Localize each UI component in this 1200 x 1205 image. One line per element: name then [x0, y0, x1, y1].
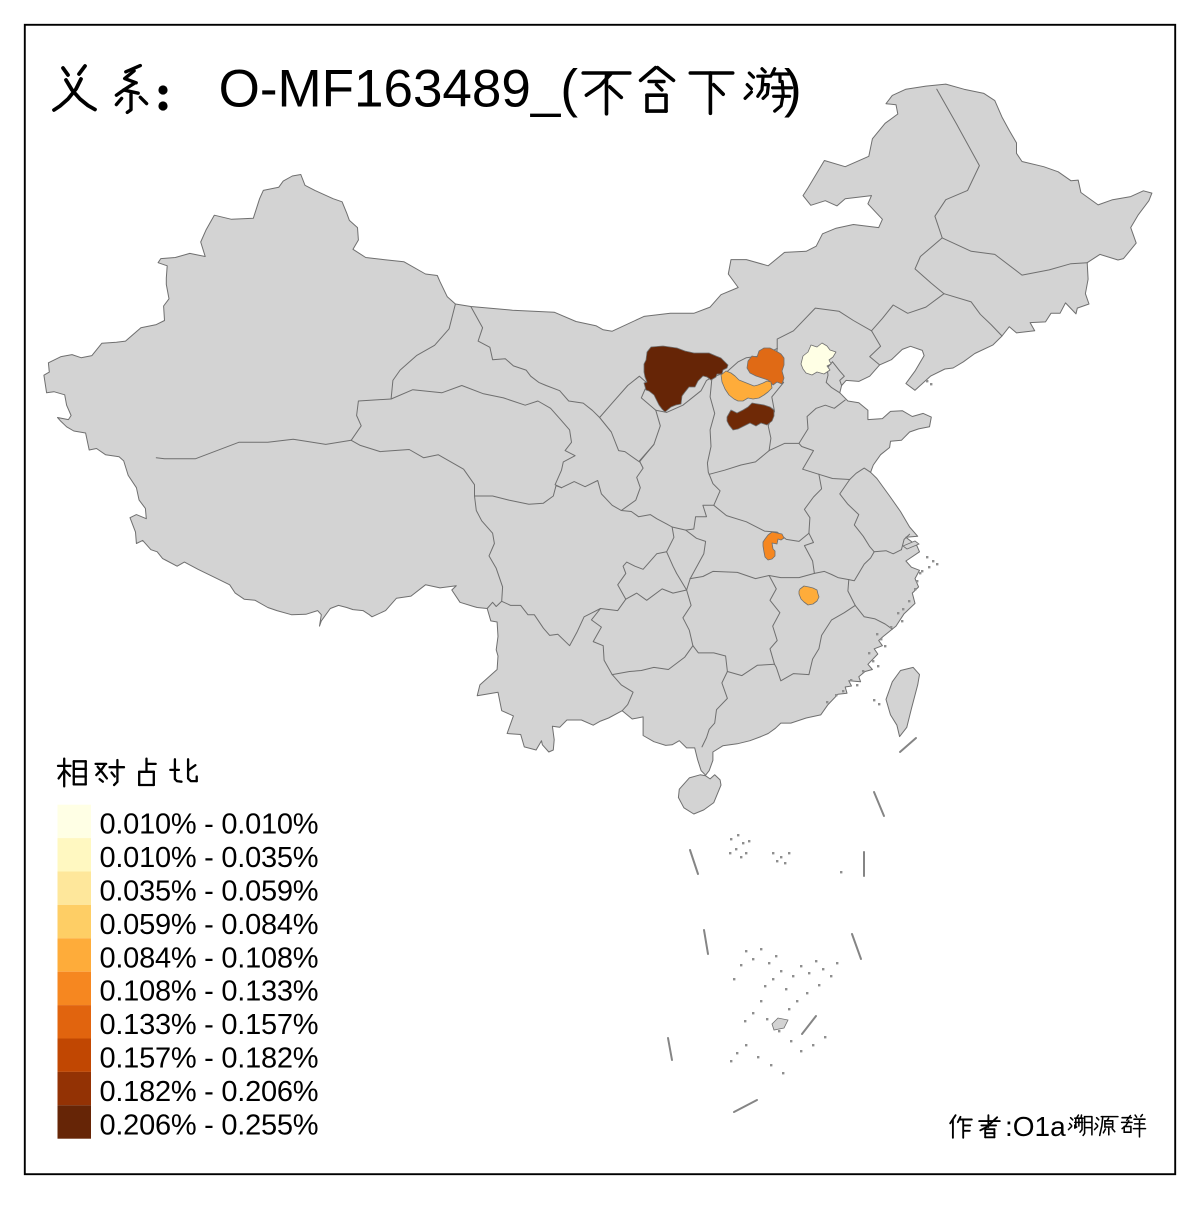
- svg-text:0.035% - 0.059%: 0.035% - 0.059%: [100, 876, 319, 908]
- svg-text:0.010% - 0.010%: 0.010% - 0.010%: [100, 809, 319, 841]
- svg-text:0.084% - 0.108%: 0.084% - 0.108%: [100, 942, 319, 974]
- svg-text:0.108% - 0.133%: 0.108% - 0.133%: [100, 976, 319, 1008]
- svg-text:0.206% - 0.255%: 0.206% - 0.255%: [100, 1109, 319, 1141]
- svg-text:0.059% - 0.084%: 0.059% - 0.084%: [100, 909, 319, 941]
- svg-text:0.157% - 0.182%: 0.157% - 0.182%: [100, 1043, 319, 1075]
- svg-text::O1a: :O1a: [1005, 1111, 1066, 1142]
- svg-text:0.010% - 0.035%: 0.010% - 0.035%: [100, 842, 319, 874]
- svg-text:0.182% - 0.206%: 0.182% - 0.206%: [100, 1076, 319, 1108]
- svg-text:O-MF163489_(: O-MF163489_(: [219, 60, 579, 119]
- svg-text:): ): [784, 60, 802, 119]
- svg-text:0.133% - 0.157%: 0.133% - 0.157%: [100, 1009, 319, 1041]
